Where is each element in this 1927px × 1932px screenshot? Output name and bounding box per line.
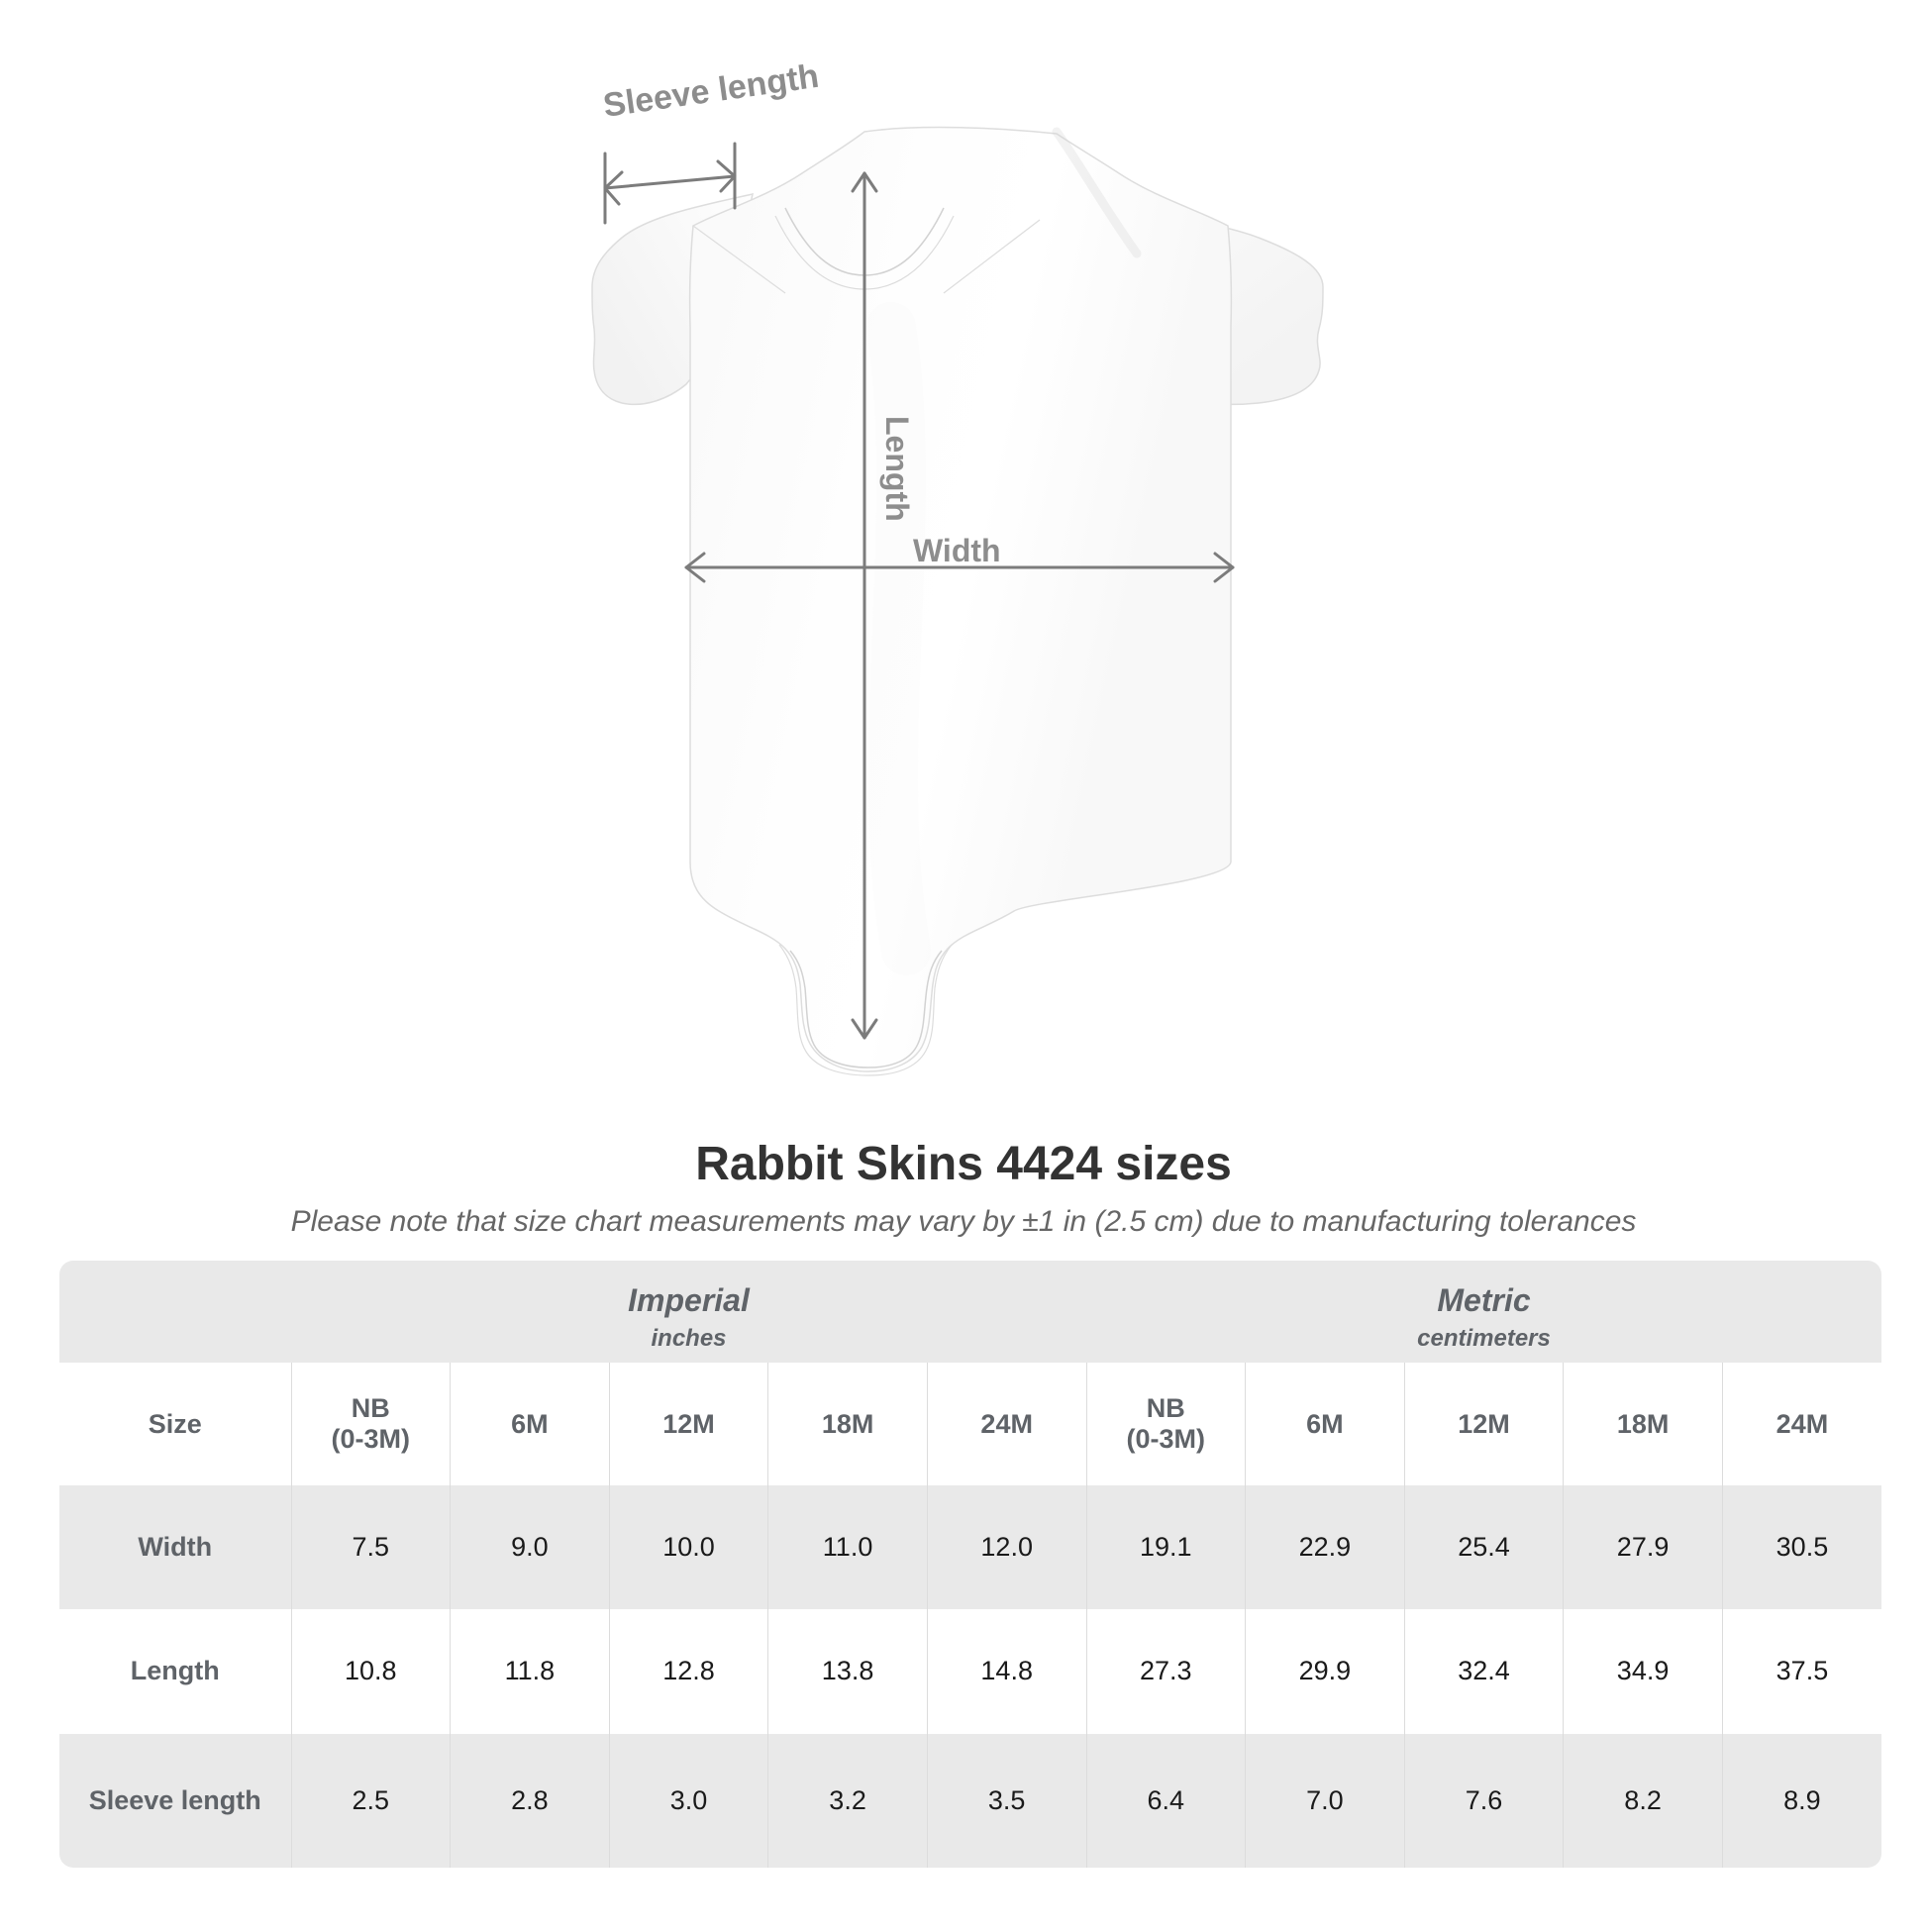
svg-text:Sleeve length: Sleeve length (601, 57, 821, 125)
svg-text:Length: Length (879, 416, 915, 522)
svg-text:Width: Width (913, 533, 1001, 568)
